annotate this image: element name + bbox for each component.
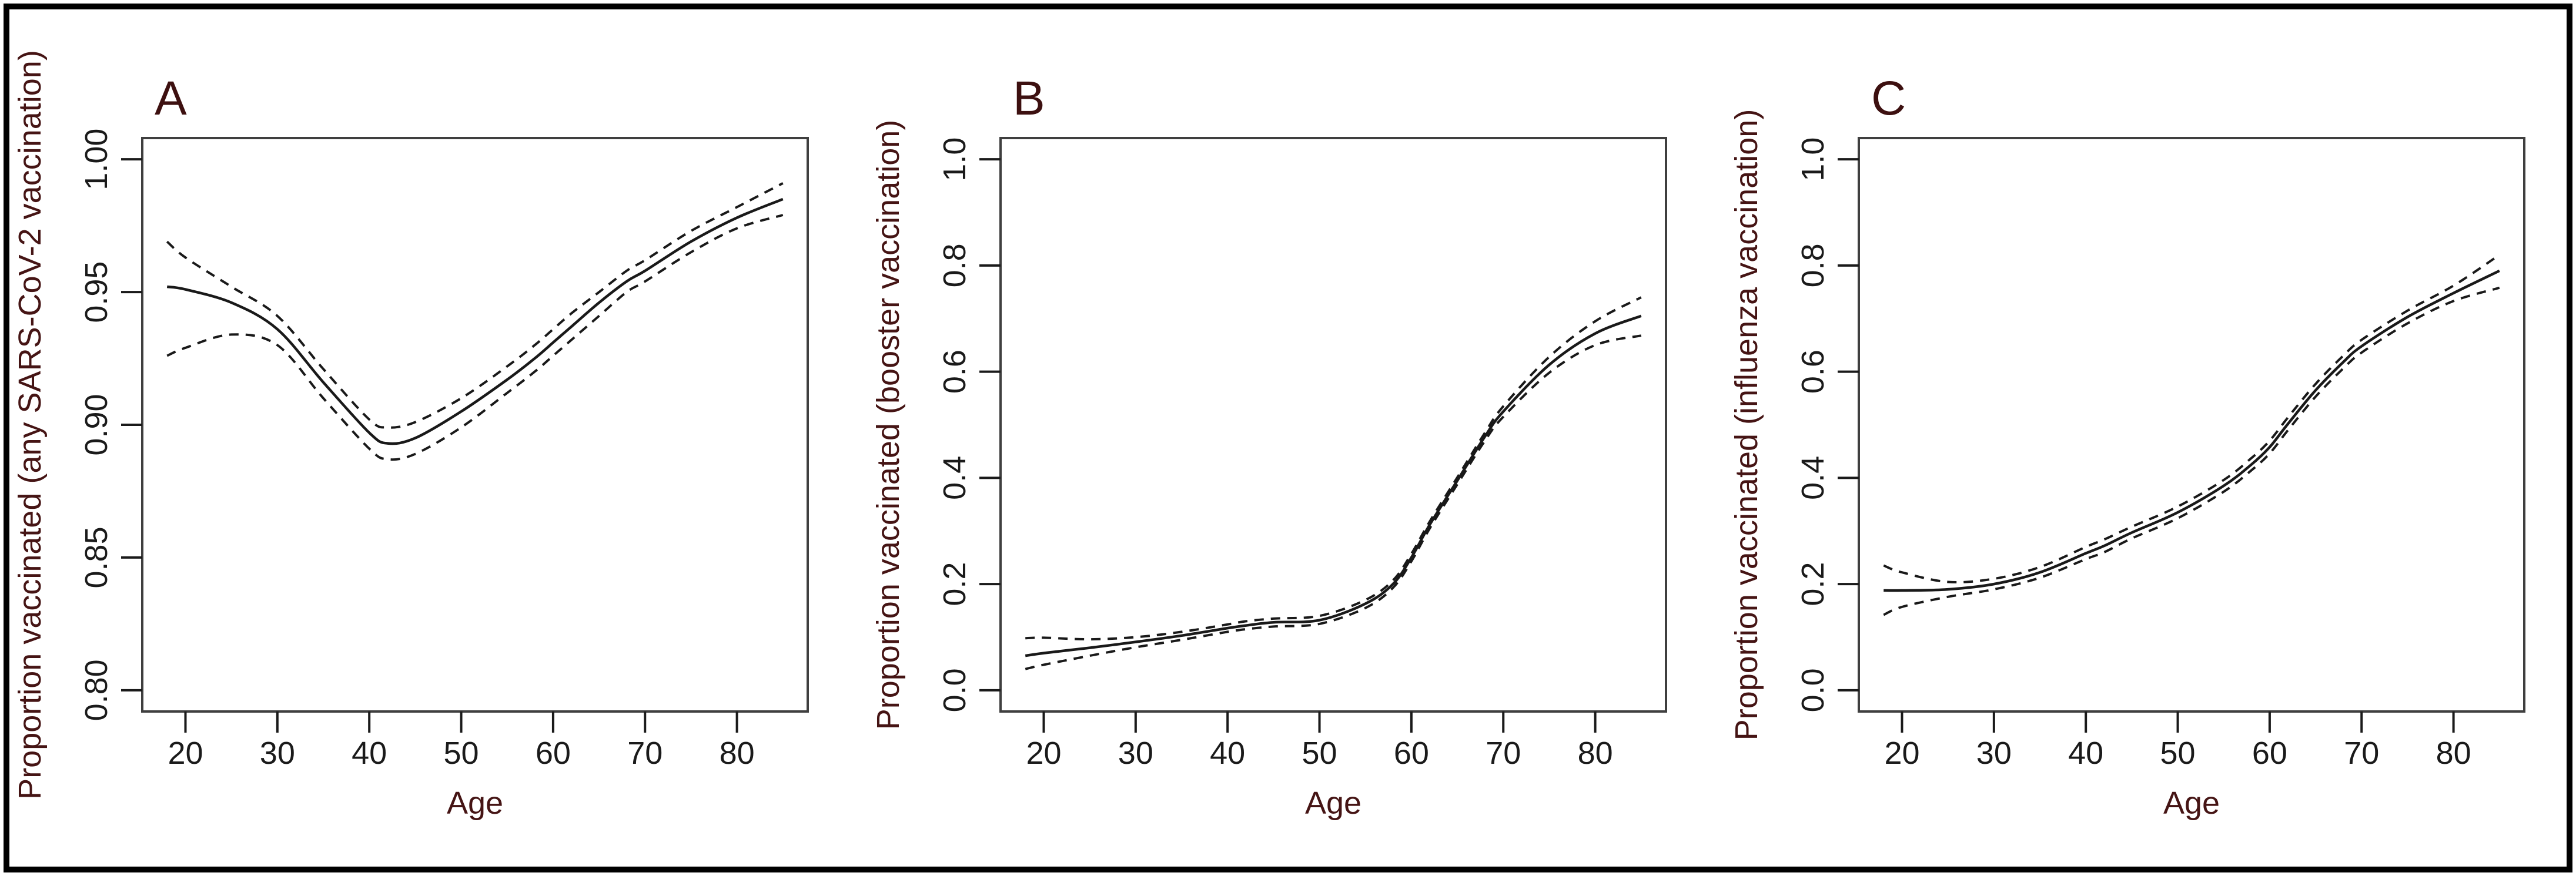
y-tick-label: 0.4: [937, 456, 972, 500]
y-tick-label: 1.0: [1795, 137, 1831, 182]
y-tick-label: 0.2: [1795, 562, 1831, 606]
x-tick-label: 70: [1486, 736, 1521, 771]
curve-lower-95ci: [1025, 334, 1642, 670]
x-tick-label: 50: [1302, 736, 1337, 771]
x-tick-label: 40: [1210, 736, 1245, 771]
curve-estimate: [1025, 314, 1642, 657]
curve-upper-95ci: [1025, 296, 1642, 641]
y-tick-label: 0.0: [1795, 668, 1831, 712]
x-tick-label: 40: [2068, 736, 2103, 771]
x-tick-label: 50: [444, 736, 479, 771]
y-tick-label: 0.2: [937, 562, 972, 606]
y-tick-label: 0.8: [937, 243, 972, 287]
plot-frame: [141, 137, 809, 713]
panel-b-x-axis-title: Age: [1305, 786, 1361, 821]
curve-estimate: [166, 197, 784, 445]
panel-b-plot-area: 20 30 40 50 60 70 80 0.0 0.2 0.4 0.6 0.8 1.0: [937, 137, 1667, 771]
x-tick-label: 20: [1026, 736, 1061, 771]
x-tick-label: 70: [627, 736, 663, 771]
panel-a-y-axis-title: Proportion vaccinated (any SARS-CoV-2 va…: [12, 50, 48, 800]
x-tick-label: 60: [2252, 736, 2287, 771]
x-tick-label: 30: [1976, 736, 2012, 771]
x-tick-label: 80: [720, 736, 755, 771]
y-tick-label: 0.4: [1795, 456, 1831, 500]
x-tick-label: 30: [1118, 736, 1153, 771]
panel-b: B Proportion vaccinated (booster vaccina…: [858, 0, 1717, 876]
x-tick-label: 60: [1394, 736, 1429, 771]
panel-a-plot-area: 20 30 40 50 60 70 80 0.80 0.85 0.90 0.95 1.00: [79, 129, 809, 771]
x-tick-label: 80: [1578, 736, 1613, 771]
x-tick-label: 70: [2344, 736, 2379, 771]
panel-c-x-axis-title: Age: [2163, 786, 2220, 821]
panel-c-plot-area: 20 30 40 50 60 70 80 0.0 0.2 0.4 0.6 0.8 1.0: [1795, 137, 2525, 771]
panel-a-x-axis-title: Age: [447, 786, 503, 821]
panel-b-y-axis-title: Proportion vaccinated (booster vaccinati…: [871, 120, 906, 730]
panel-c-plot: C Proportion vaccinated (influenza vacci…: [1729, 72, 2525, 821]
plot-frame: [1858, 137, 2525, 713]
curve-upper-95ci: [1883, 254, 2500, 584]
panel-a: A Proportion vaccinated (any SARS-CoV-2 …: [0, 0, 858, 876]
x-tick-label: 40: [352, 736, 387, 771]
y-tick-label: 0.6: [1795, 350, 1831, 394]
x-tick-label: 20: [1884, 736, 1919, 771]
panel-a-plot: A Proportion vaccinated (any SARS-CoV-2 …: [12, 50, 809, 821]
x-tick-label: 20: [168, 736, 203, 771]
y-tick-label: 0.90: [79, 394, 114, 455]
curve-estimate: [1884, 269, 2500, 592]
y-tick-label: 0.0: [937, 668, 972, 712]
panel-c-y-axis-title: Proportion vaccinated (influenza vaccina…: [1729, 109, 1764, 741]
y-tick-label: 0.6: [937, 350, 972, 394]
x-tick-label: 30: [260, 736, 295, 771]
x-tick-label: 80: [2436, 736, 2471, 771]
curve-lower-95ci: [166, 214, 784, 461]
y-tick-label: 0.95: [79, 261, 114, 323]
y-tick-label: 0.85: [79, 526, 114, 588]
y-tick-label: 1.00: [79, 129, 114, 190]
plot-frame: [999, 137, 1667, 713]
curve-lower-95ci: [1883, 286, 2500, 616]
panel-a-letter: A: [155, 72, 187, 125]
panel-c-letter: C: [1871, 72, 1906, 125]
panel-b-plot: B Proportion vaccinated (booster vaccina…: [871, 72, 1667, 821]
y-tick-label: 0.8: [1795, 243, 1831, 287]
panel-b-letter: B: [1013, 72, 1045, 125]
y-tick-label: 0.80: [79, 659, 114, 721]
y-tick-label: 1.0: [937, 137, 972, 182]
panel-c: C Proportion vaccinated (influenza vacci…: [1717, 0, 2575, 876]
x-tick-label: 50: [2160, 736, 2196, 771]
x-tick-label: 60: [536, 736, 571, 771]
curve-upper-95ci: [166, 182, 784, 429]
